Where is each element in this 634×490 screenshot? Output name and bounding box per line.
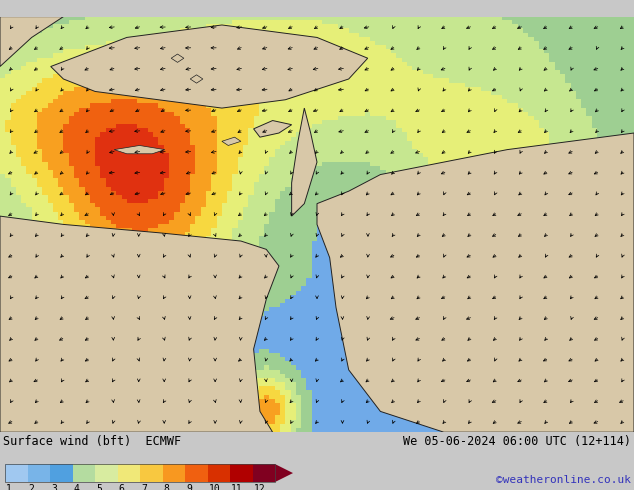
Polygon shape — [171, 54, 184, 62]
Bar — [50, 464, 72, 482]
Text: 12: 12 — [254, 484, 265, 490]
Bar — [5, 464, 27, 482]
Text: 2: 2 — [29, 484, 34, 490]
Polygon shape — [0, 17, 63, 67]
Text: 3: 3 — [51, 484, 57, 490]
Bar — [95, 464, 117, 482]
Text: We 05-06-2024 06:00 UTC (12+114): We 05-06-2024 06:00 UTC (12+114) — [403, 435, 631, 448]
Text: 5: 5 — [96, 484, 102, 490]
Text: Surface wind (bft)  ECMWF: Surface wind (bft) ECMWF — [3, 435, 181, 448]
Polygon shape — [222, 137, 241, 146]
Bar — [140, 464, 162, 482]
Text: 9: 9 — [186, 484, 192, 490]
Text: 8: 8 — [164, 484, 169, 490]
Bar — [5, 464, 275, 482]
Polygon shape — [0, 216, 279, 432]
Text: 4: 4 — [74, 484, 79, 490]
Text: 6: 6 — [119, 484, 124, 490]
Bar — [207, 464, 230, 482]
Text: 11: 11 — [231, 484, 243, 490]
Text: 10: 10 — [209, 484, 220, 490]
Bar — [230, 464, 252, 482]
Bar — [252, 464, 275, 482]
Polygon shape — [317, 133, 634, 432]
Bar — [117, 464, 140, 482]
Bar — [72, 464, 95, 482]
Polygon shape — [190, 75, 203, 83]
Polygon shape — [51, 25, 368, 108]
Polygon shape — [114, 146, 165, 154]
Text: ©weatheronline.co.uk: ©weatheronline.co.uk — [496, 475, 631, 485]
Polygon shape — [292, 108, 317, 216]
Polygon shape — [254, 121, 292, 137]
Text: 7: 7 — [141, 484, 147, 490]
Bar — [162, 464, 185, 482]
Bar — [185, 464, 207, 482]
Bar — [27, 464, 50, 482]
Polygon shape — [275, 464, 293, 482]
Text: 1: 1 — [6, 484, 12, 490]
